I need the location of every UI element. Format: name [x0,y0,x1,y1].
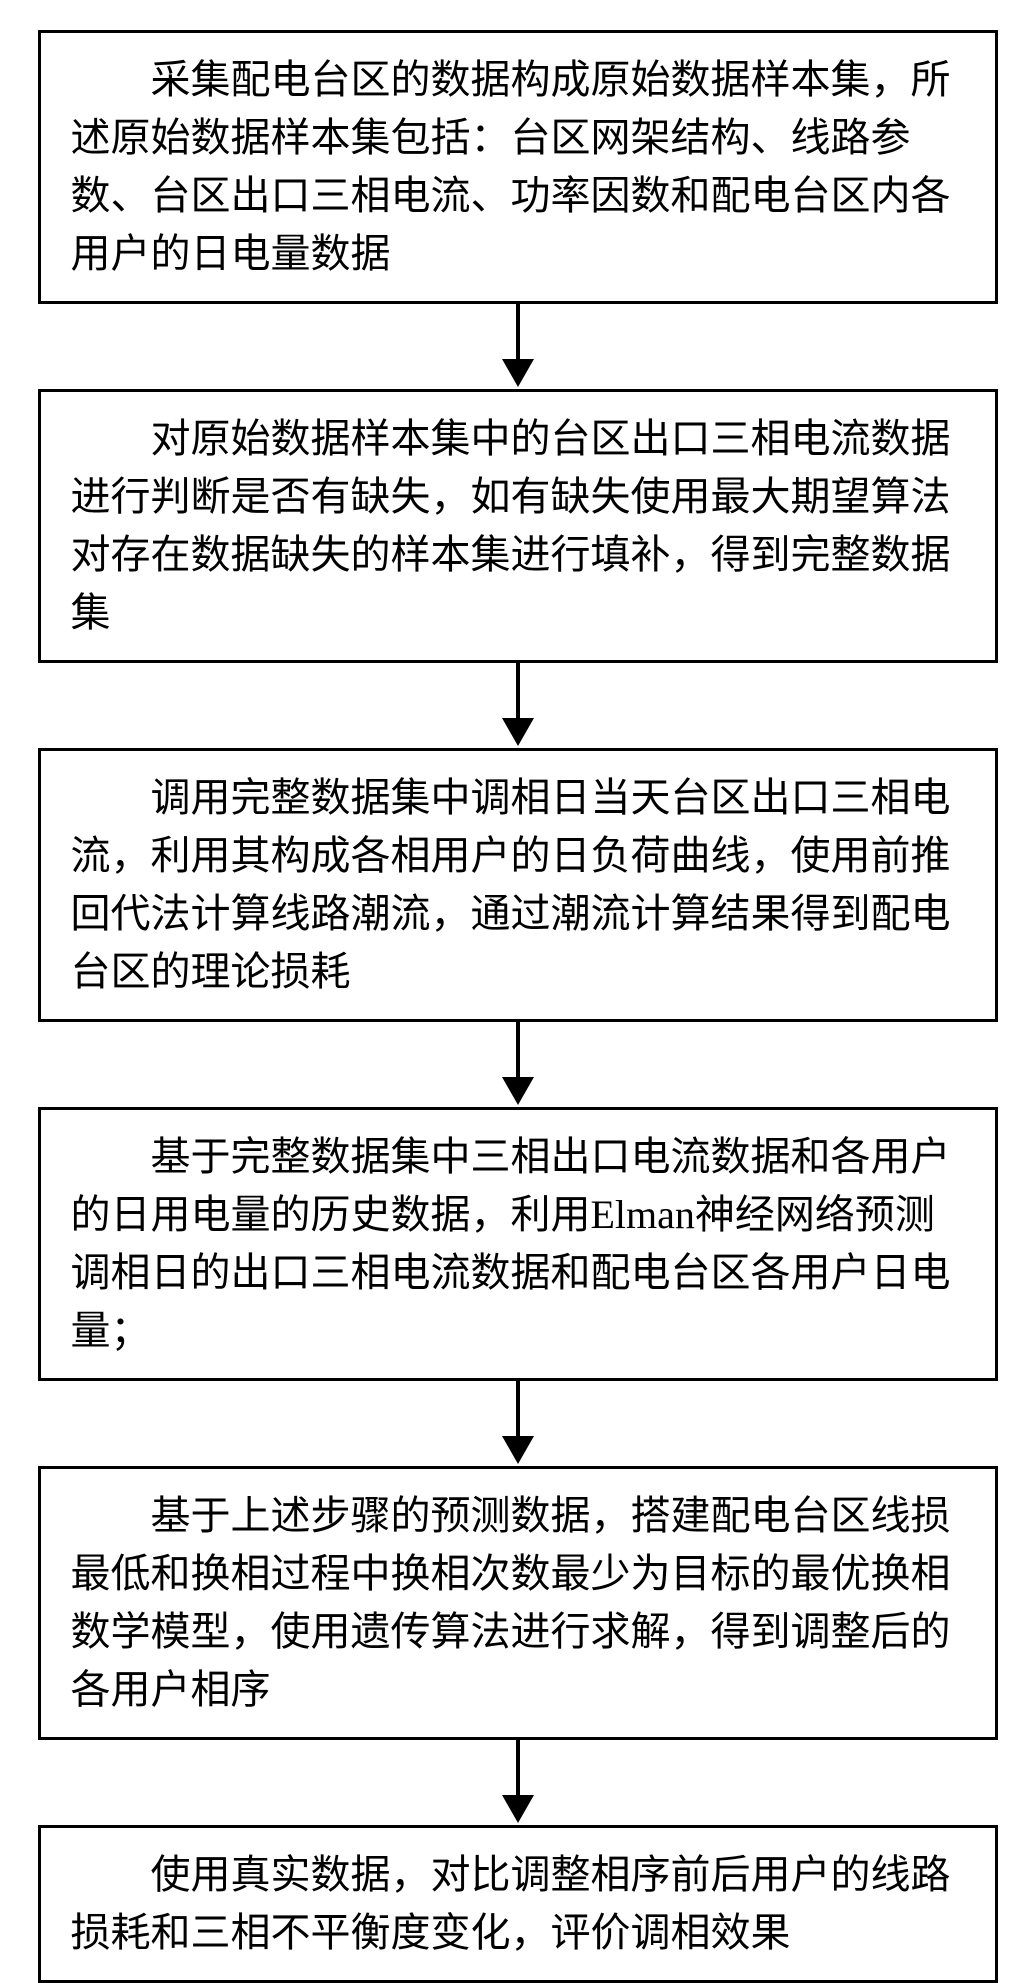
arrow-line-icon [516,1022,520,1077]
step-text: 使用真实数据，对比调整相序前后用户的线路损耗和三相不平衡度变化，评价调相效果 [71,1852,951,1955]
step-text: 调用完整数据集中调相日当天台区出口三相电流，利用其构成各相用户的日负荷曲线，使用… [71,775,951,994]
arrow-head-icon [502,1077,534,1105]
step-text: 采集配电台区的数据构成原始数据样本集，所述原始数据样本集包括：台区网架结构、线路… [71,57,951,276]
arrow-line-icon [516,304,520,359]
arrow-head-icon [502,1795,534,1823]
step-text: 基于完整数据集中三相出口电流数据和各用户的日用电量的历史数据，利用Elman神经… [71,1134,951,1353]
flowchart-step-5: 基于上述步骤的预测数据，搭建配电台区线损最低和换相过程中换相次数最少为目标的最优… [38,1466,998,1740]
flowchart-container: 采集配电台区的数据构成原始数据样本集，所述原始数据样本集包括：台区网架结构、线路… [30,30,1005,1983]
arrow-5 [502,1740,534,1825]
step-text: 对原始数据样本集中的台区出口三相电流数据进行判断是否有缺失，如有缺失使用最大期望… [71,416,951,635]
arrow-1 [502,304,534,389]
arrow-head-icon [502,359,534,387]
flowchart-step-1: 采集配电台区的数据构成原始数据样本集，所述原始数据样本集包括：台区网架结构、线路… [38,30,998,304]
flowchart-step-3: 调用完整数据集中调相日当天台区出口三相电流，利用其构成各相用户的日负荷曲线，使用… [38,748,998,1022]
arrow-line-icon [516,663,520,718]
flowchart-step-6: 使用真实数据，对比调整相序前后用户的线路损耗和三相不平衡度变化，评价调相效果 [38,1825,998,1983]
arrow-head-icon [502,1436,534,1464]
flowchart-step-4: 基于完整数据集中三相出口电流数据和各用户的日用电量的历史数据，利用Elman神经… [38,1107,998,1381]
arrow-4 [502,1381,534,1466]
arrow-3 [502,1022,534,1107]
step-text: 基于上述步骤的预测数据，搭建配电台区线损最低和换相过程中换相次数最少为目标的最优… [71,1493,951,1712]
flowchart-step-2: 对原始数据样本集中的台区出口三相电流数据进行判断是否有缺失，如有缺失使用最大期望… [38,389,998,663]
arrow-head-icon [502,718,534,746]
arrow-line-icon [516,1740,520,1795]
arrow-line-icon [516,1381,520,1436]
arrow-2 [502,663,534,748]
